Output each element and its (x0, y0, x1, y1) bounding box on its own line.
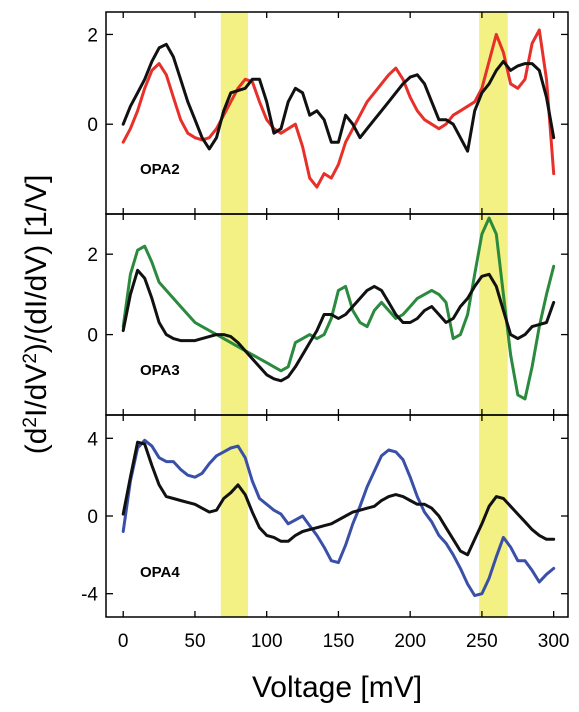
panel-label: OPA2 (140, 161, 180, 178)
y-axis-title: (d2I/dV2)/(dI/dV) [1/V] (20, 175, 53, 455)
x-tick-label: 150 (323, 631, 355, 652)
series-line-opa3-1 (121, 216, 556, 401)
x-tick-label: 50 (184, 631, 205, 652)
series-line-opa4-1 (121, 438, 556, 598)
highlight-band-1 (220, 12, 249, 617)
x-tick-label: 300 (538, 631, 570, 652)
y-tick-label: 0 (87, 326, 98, 347)
panel-opa3: 0 2 OPA3 (87, 213, 569, 416)
x-tick-label: 200 (394, 631, 426, 652)
highlight-bands (220, 12, 508, 617)
y-tick-label: 2 (87, 245, 98, 266)
y-tick-label: 0 (87, 507, 98, 528)
chart-panels: 0 2 OPA2 0 2 OPA3 -4 0 4 OPA4 0 50 100 150 200 250 300 (81, 11, 570, 652)
x-axis-title: Voltage [mV] (252, 671, 422, 704)
panel-opa4: -4 0 4 OPA4 (81, 414, 569, 618)
y-tick-label: 4 (87, 429, 98, 450)
series-line-opa4-2 (121, 440, 556, 557)
x-tick-label: 0 (118, 631, 129, 652)
x-tick-label: 100 (251, 631, 283, 652)
y-tick-label: 2 (87, 25, 98, 46)
series-line-opa2-2 (121, 42, 556, 153)
panel-label: OPA4 (140, 564, 180, 581)
y-tick-label: 0 (87, 115, 98, 136)
y-tick-label: -4 (81, 585, 98, 606)
x-tick-label: 250 (466, 631, 498, 652)
series-line-opa3-2 (121, 268, 556, 383)
panel-label: OPA3 (140, 362, 180, 379)
series-line-opa2-1 (121, 28, 556, 189)
